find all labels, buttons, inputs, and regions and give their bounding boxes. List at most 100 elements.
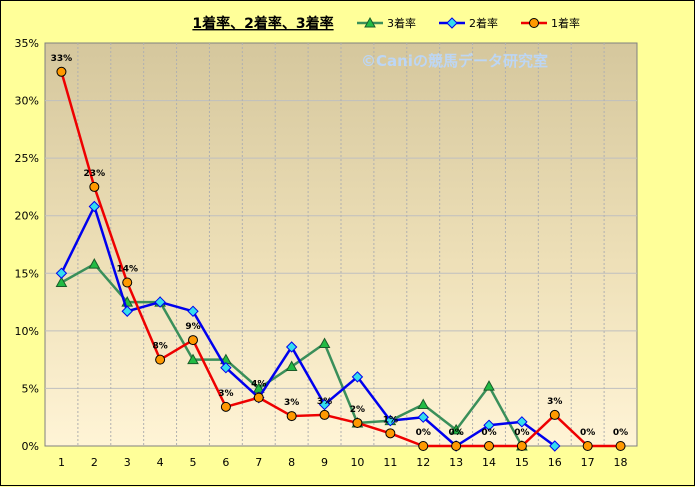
chart-title: 1着率、2着率、3着率 [192, 15, 333, 32]
series-3-point [582, 441, 593, 451]
data-label: 0% [481, 428, 496, 438]
series-1-point [318, 337, 331, 349]
data-label: 3% [317, 397, 332, 407]
watermark: ©Caniの競馬データ研究室 [361, 52, 548, 70]
x-tick-label: 13 [449, 456, 463, 469]
series-2-point [549, 440, 561, 452]
series-2-point [220, 361, 232, 374]
series-3-point [220, 401, 231, 412]
series-3-point [352, 417, 363, 428]
data-label: 3% [284, 398, 299, 408]
x-tick-label: 1 [58, 456, 65, 469]
series-3-point [286, 411, 297, 422]
data-label: 14% [116, 264, 138, 274]
series-3-point [484, 441, 494, 451]
series-3-point [516, 441, 527, 451]
legend-label: 2着率 [469, 16, 498, 30]
x-tick-label: 3 [124, 456, 131, 469]
series-3-point [56, 66, 67, 77]
data-label: 23% [84, 169, 106, 179]
x-tick-label: 18 [614, 456, 628, 469]
series-1-point [450, 423, 462, 435]
x-tick-label: 7 [255, 456, 262, 469]
series-2-point [384, 414, 397, 427]
y-tick-label: 20% [15, 210, 39, 223]
x-tick-label: 2 [91, 456, 98, 469]
x-tick-label: 4 [157, 456, 164, 469]
data-label: 3% [218, 389, 233, 399]
series-2-point [154, 296, 166, 308]
series-3-point [549, 409, 560, 420]
data-label: 0% [416, 428, 431, 438]
series-1-point [187, 353, 199, 365]
legend-point [364, 16, 376, 28]
x-tick-label: 9 [321, 456, 328, 469]
legend: 3着率 2着率 1着率 [357, 16, 580, 30]
x-tick-label: 12 [416, 456, 430, 469]
data-label: 3% [547, 397, 562, 407]
series-3-point [89, 181, 100, 192]
series-2-point [55, 267, 68, 279]
x-tick-label: 14 [482, 456, 496, 469]
legend-point [446, 17, 458, 29]
legend-label: 3着率 [387, 16, 416, 30]
x-tick-label: 15 [515, 456, 529, 469]
x-tick-label: 17 [581, 456, 595, 469]
series-2-point [483, 419, 495, 431]
data-label: 2% [350, 405, 365, 415]
x-tick-label: 11 [383, 456, 397, 469]
x-tick-label: 10 [350, 456, 364, 469]
data-labels: 33% 23% 14% 8% 9% 3% 4% 3% 3% 2% 1% 0% 0% 0% 0% 3% 0% 0% [51, 54, 629, 438]
series-3-line [60, 71, 621, 448]
data-label: 0% [580, 428, 595, 438]
series-1-point [483, 380, 495, 391]
series-2-point [318, 398, 331, 411]
series-2-point [121, 305, 133, 317]
y-tick-label: 25% [15, 152, 39, 165]
x-tick-label: 8 [288, 456, 295, 469]
series-3 [56, 66, 626, 451]
data-label: 0% [448, 428, 463, 438]
series-3-point [253, 392, 264, 403]
y-tick-label: 5% [22, 382, 39, 395]
x-tick-label: 16 [548, 456, 562, 469]
x-tick-label: 5 [190, 456, 197, 469]
y-tick-label: 0% [22, 440, 39, 453]
legend-label: 1着率 [551, 16, 580, 30]
series-3-point [418, 441, 429, 451]
series-2-point [351, 371, 364, 383]
y-tick-label: 30% [15, 95, 39, 108]
series-1-point [88, 258, 101, 269]
series-2-point [285, 341, 298, 353]
y-tick-label: 35% [15, 37, 39, 50]
series-3-point [451, 441, 462, 451]
series-3-point [615, 441, 626, 451]
series-2-line [60, 205, 556, 448]
x-tick-label: 6 [222, 456, 229, 469]
data-label: 33% [51, 54, 73, 64]
series-3-point [122, 277, 133, 288]
series-1-point [55, 276, 68, 287]
series-3-point [319, 409, 330, 420]
series-1-point [417, 398, 430, 410]
data-label: 4% [251, 380, 266, 390]
series-group [55, 66, 626, 452]
data-label: 0% [514, 428, 529, 438]
data-label: 1% [383, 415, 398, 425]
series-3-point [155, 354, 166, 365]
grid-lines [45, 43, 637, 446]
y-tick-label: 10% [15, 325, 39, 338]
data-label: 0% [613, 428, 628, 438]
series-2-point [417, 411, 429, 423]
data-label: 9% [185, 322, 200, 332]
series-2-point [516, 416, 528, 428]
series-2-point [88, 200, 101, 213]
legend-point [529, 18, 539, 28]
series-2 [55, 200, 561, 452]
series-2-point [187, 305, 199, 317]
data-label: 8% [152, 342, 167, 352]
series-3-point [385, 428, 396, 439]
axes: 0%5%10%15%20%25%30%35%1 2 3 4 5 6 7 8 9 10 11 12 13 1… [15, 37, 628, 469]
